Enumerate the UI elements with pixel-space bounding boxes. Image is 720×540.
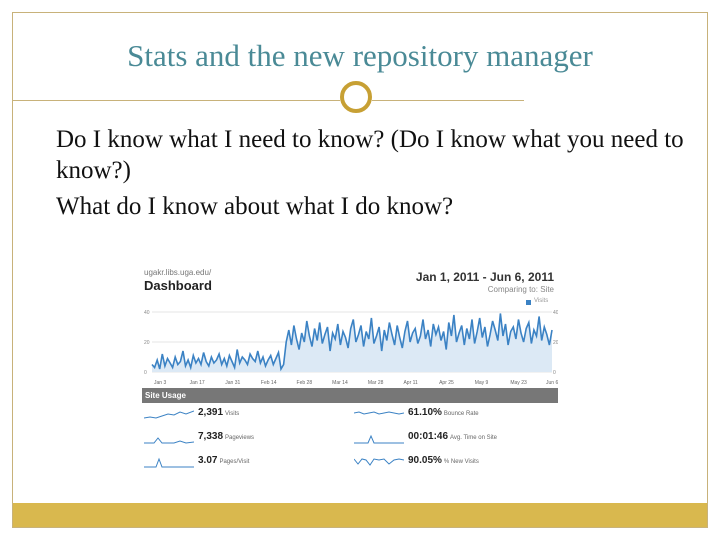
divider-ring-ornament	[340, 81, 372, 113]
sparkline	[354, 458, 404, 466]
metric-new-visits: 90.05%% New Visits	[352, 454, 552, 470]
metric-pageviews: 7,338 Pageviews	[142, 430, 342, 446]
x-tick-label: Jun 6	[546, 380, 558, 386]
metric-avg-time-on-site: 00:01:46 Avg. Time on Site	[352, 430, 552, 446]
x-tick-label: Apr 25	[439, 380, 454, 386]
bullet-item-1: Do I know what I need to know? (Do I kno…	[32, 124, 692, 186]
y-tick-label: 40	[144, 310, 150, 316]
x-tick-label: Mar 28	[368, 380, 384, 386]
visits-line-chart: 40 40 20 20 0 0 Jan 3 Jan 17 Jan 31 Feb 14 Feb 28 M…	[144, 310, 558, 386]
bullet-item-2: What do I know about what I do know?	[32, 191, 692, 222]
y-tick-label-right: 40	[553, 310, 558, 316]
bullet-list: Do I know what I need to know? (Do I kno…	[32, 124, 692, 227]
x-tick-label: Jan 17	[190, 380, 205, 386]
metric-label: Bounce Rate	[443, 411, 479, 417]
date-range: Jan 1, 2011 - Jun 6, 2011	[415, 270, 554, 284]
x-tick-label: Mar 14	[332, 380, 348, 386]
legend-label: Visits	[534, 298, 549, 304]
dashboard-title: Dashboard	[144, 278, 212, 293]
sparkline	[354, 434, 404, 444]
comparing-label: Comparing to: Site	[487, 285, 554, 294]
x-tick-label: Jan 3	[154, 380, 166, 386]
title-divider-left	[12, 100, 340, 101]
series-area	[152, 313, 552, 372]
y-tick-label-right: 0	[553, 370, 556, 376]
x-tick-label: Feb 28	[297, 380, 313, 386]
bullet-text: What do I know about what I do know?	[56, 193, 454, 220]
metric-label: % New Visits	[443, 459, 479, 465]
metric-visits: 2,391 Visits	[142, 406, 342, 422]
metric-bounce-rate: 61.10% Bounce Rate	[352, 406, 552, 422]
y-tick-label: 0	[144, 370, 147, 376]
metric-value: 3.07 Pages/Visit	[198, 455, 250, 466]
slide-frame	[12, 12, 708, 528]
series-line	[151, 313, 553, 372]
sparkline	[354, 411, 404, 415]
x-tick-label: Feb 14	[261, 380, 277, 386]
analytics-dashboard-screenshot: ugakr.libs.uga.edu/ Dashboard Jan 1, 201…	[142, 264, 558, 476]
footer-bar	[13, 503, 707, 527]
sparkline	[144, 457, 194, 468]
x-tick-label: May 23	[510, 380, 527, 386]
x-tick-label: Jan 31	[225, 380, 240, 386]
metric-label: Avg. Time on Site	[450, 435, 497, 441]
y-tick-label-right: 20	[553, 340, 558, 346]
title-divider-right	[372, 100, 524, 101]
metric-pages-per-visit: 3.07 Pages/Visit	[142, 454, 342, 470]
legend-swatch	[526, 300, 531, 305]
metric-value: 00:01:46 Avg. Time on Site	[408, 431, 497, 442]
metric-label: Visits	[225, 411, 240, 417]
bullet-text: Do I know what I need to know? (Do I kno…	[56, 126, 684, 184]
metric-label: Pages/Visit	[219, 459, 250, 465]
metric-value: 2,391 Visits	[198, 407, 240, 418]
sparkline	[144, 437, 194, 444]
x-tick-label: Apr 11	[403, 380, 418, 386]
site-usage-header: Site Usage	[142, 388, 558, 403]
metric-value: 7,338 Pageviews	[198, 431, 255, 442]
x-tick-label: May 9	[475, 380, 489, 386]
sparkline	[144, 410, 194, 419]
metric-label: Pageviews	[225, 435, 255, 441]
dashboard-url: ugakr.libs.uga.edu/	[144, 268, 212, 277]
metric-value: 90.05%% New Visits	[408, 455, 479, 466]
y-tick-label: 20	[144, 340, 150, 346]
slide-title: Stats and the new repository manager	[127, 38, 593, 73]
metric-value: 61.10% Bounce Rate	[408, 407, 479, 418]
